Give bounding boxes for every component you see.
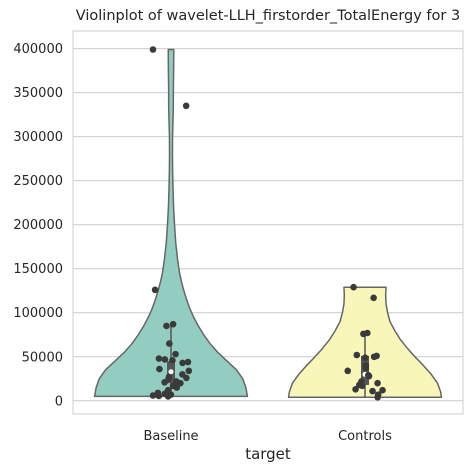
data-point	[185, 367, 193, 375]
violin-group-controls	[287, 283, 443, 401]
x-axis-label: target	[245, 445, 291, 463]
data-point	[370, 294, 377, 302]
data-point	[173, 384, 181, 391]
data-point	[179, 359, 186, 367]
data-point	[360, 330, 367, 338]
data-point	[155, 355, 163, 362]
violin-group-baseline	[93, 46, 249, 400]
chart-title: Violinplot of wavelet-LLH_firstorder_Tot…	[76, 8, 460, 24]
data-point	[361, 354, 369, 361]
data-point	[369, 387, 376, 395]
data-point	[365, 372, 373, 380]
data-point	[155, 392, 163, 400]
data-point	[164, 393, 172, 400]
data-point	[149, 46, 157, 53]
y-tick-label-200000: 200000	[13, 218, 63, 233]
data-point	[350, 283, 357, 291]
violin-body-baseline	[93, 48, 249, 398]
x-tick-labels: Baseline Controls	[143, 429, 392, 444]
data-point	[166, 340, 173, 347]
y-tick-label-300000: 300000	[13, 130, 63, 145]
x-tick-label-baseline: Baseline	[143, 429, 198, 444]
data-point	[362, 364, 370, 372]
data-point	[352, 386, 359, 393]
data-point	[183, 374, 190, 382]
y-tick-label-350000: 350000	[13, 86, 63, 101]
data-point	[169, 356, 176, 364]
y-tick-label-100000: 100000	[13, 306, 63, 321]
y-tick-label-50000: 50000	[22, 350, 63, 365]
data-point	[149, 392, 157, 399]
y-tick-label-150000: 150000	[13, 262, 63, 277]
data-point	[374, 393, 381, 401]
data-point	[151, 286, 159, 294]
y-tick-label-250000: 250000	[13, 174, 63, 189]
y-tick-label-0: 0	[55, 394, 63, 409]
data-point	[156, 365, 163, 373]
data-point	[161, 356, 169, 363]
data-point	[172, 350, 179, 358]
data-point	[379, 386, 386, 394]
data-point	[163, 322, 170, 330]
data-point	[344, 367, 352, 375]
data-point	[161, 379, 168, 386]
data-point	[184, 358, 192, 366]
y-tick-labels: 0 50000 100000 150000 200000 250000 300000 3500…	[13, 42, 63, 409]
data-point	[353, 351, 361, 359]
x-tick-label-controls: Controls	[338, 429, 392, 444]
median-marker-baseline	[168, 369, 174, 375]
data-point	[370, 353, 378, 361]
data-point	[374, 379, 381, 387]
data-point	[358, 382, 366, 390]
violins	[93, 46, 443, 401]
data-point	[177, 379, 184, 387]
y-tick-label-400000: 400000	[13, 42, 63, 57]
data-point	[182, 102, 190, 110]
data-point	[169, 320, 177, 328]
